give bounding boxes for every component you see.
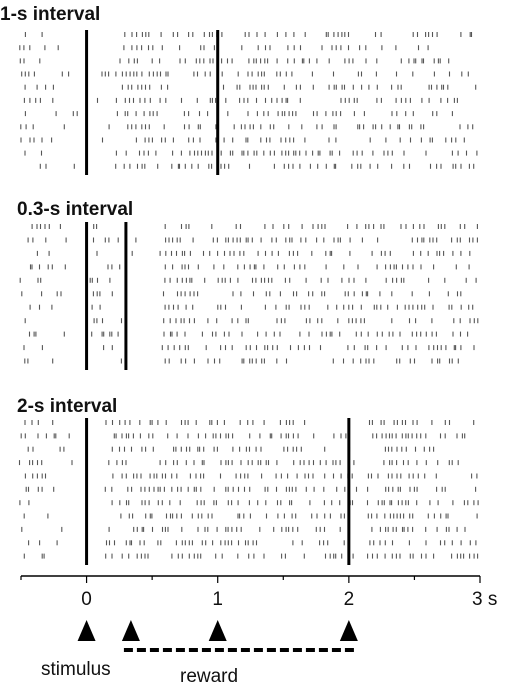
reward-triangle — [121, 620, 140, 641]
panel-2-title: 0.3-s interval — [17, 199, 133, 220]
panel-3-spikes — [18, 420, 479, 559]
event-row — [77, 620, 358, 652]
panel-1: 1-s interval — [0, 4, 478, 175]
panel-3-event-markers — [85, 418, 351, 565]
x-axis: 0 1 2 3 s — [20, 575, 497, 610]
reward-label: reward — [180, 666, 238, 687]
reward-triangle — [339, 620, 358, 641]
panel-1-title: 1-s interval — [0, 4, 100, 25]
reward-triangle — [208, 620, 227, 641]
stimulus-label: stimulus — [41, 659, 111, 680]
panel-1-event-markers — [85, 30, 220, 175]
panel-2: 0.3-s interval — [17, 199, 479, 370]
stimulus-triangle — [77, 620, 96, 641]
panel-2-spikes — [19, 224, 479, 364]
x-tick-label: 3 s — [472, 589, 497, 610]
panel-1-spikes — [19, 32, 478, 169]
panel-2-event-markers — [85, 222, 128, 370]
panel-3-title: 2-s interval — [17, 396, 117, 417]
x-tick-label: 1 — [212, 589, 223, 610]
panel-3: 2-s interval — [17, 396, 479, 565]
x-tick-label: 0 — [81, 589, 92, 610]
x-tick-label: 2 — [344, 589, 355, 610]
